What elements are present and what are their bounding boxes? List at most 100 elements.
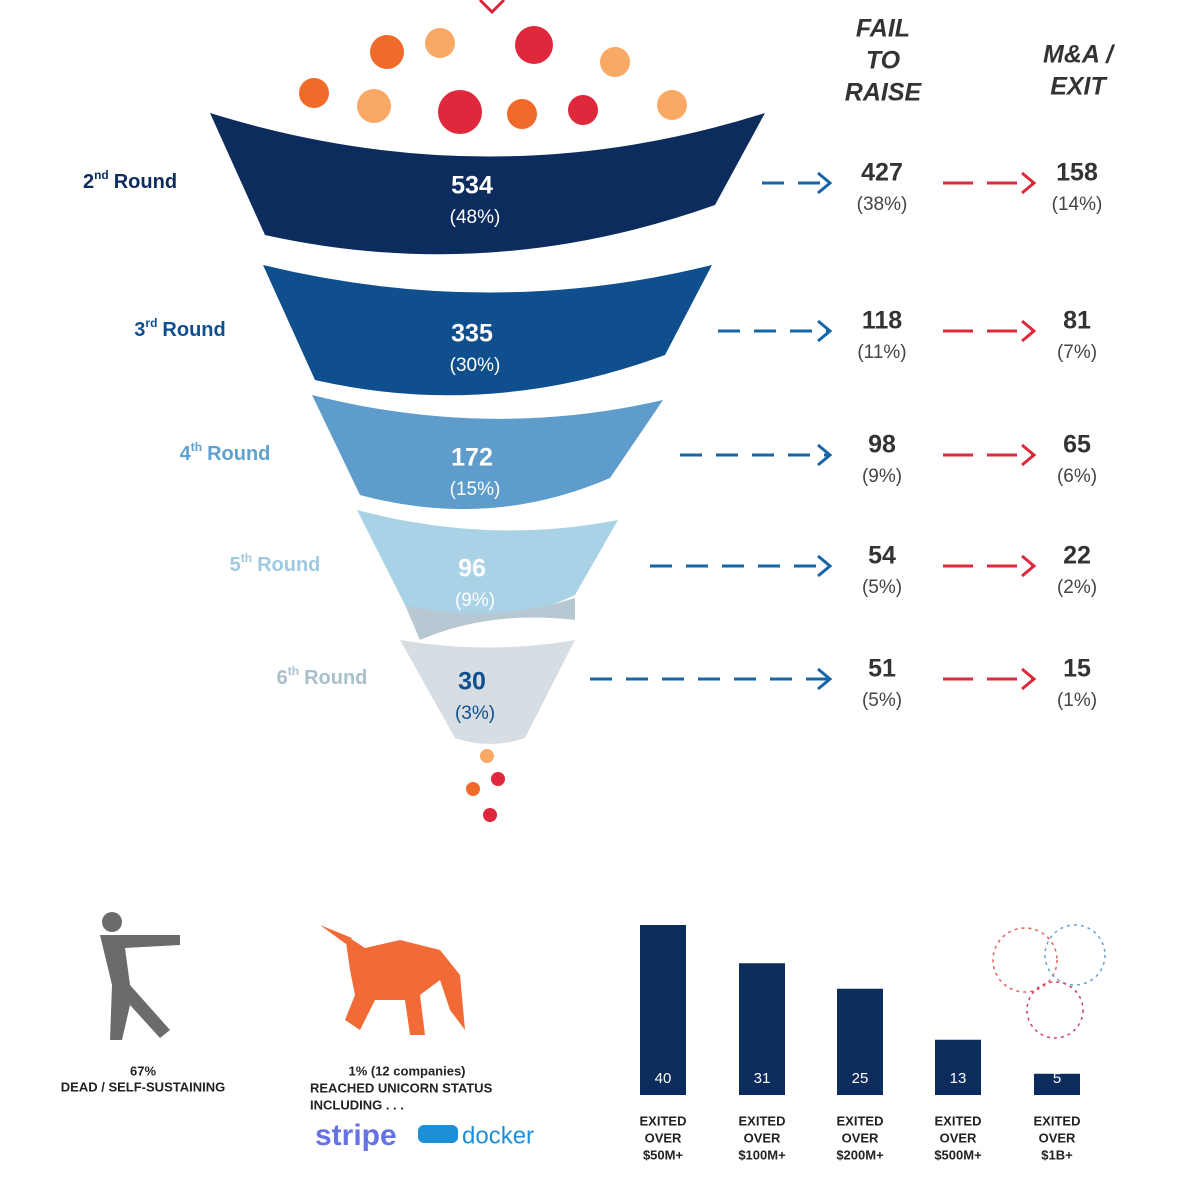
exit-share: (7%) [1057,342,1097,363]
bar-label: $100M+ [738,1147,786,1162]
bar-label: EXITED [640,1113,687,1128]
bar-label: OVER [842,1130,879,1145]
round-word: Round [257,554,320,576]
round-number: 3 [134,319,145,341]
fail-count: 51 [868,655,896,683]
bar-label: EXITED [837,1113,884,1128]
exit-arrowhead [1021,171,1037,195]
exit-bar [739,963,785,1095]
round-number: 6 [277,667,288,689]
fail-share: (5%) [862,690,902,711]
exit-share: (1%) [1057,690,1097,711]
dead-share: 67% [130,1063,156,1078]
exit-share: (6%) [1057,466,1097,487]
round-share: (48%) [450,207,501,228]
fail-arrowhead [817,443,833,467]
bar-value: 31 [754,1070,771,1087]
bar-value: 13 [950,1070,967,1087]
unicorn-text: REACHED UNICORN STATUS [310,1080,493,1095]
exit-count: 22 [1063,542,1091,570]
round-share: (3%) [455,703,495,724]
bar-value: 5 [1053,1070,1061,1087]
docker-logo: docker [462,1122,534,1149]
column-header: EXIT [1050,73,1108,101]
round-suffix: rd [145,316,157,330]
round-word: Round [114,171,177,193]
round-label: 4th Round [180,440,271,465]
round-word: Round [162,319,225,341]
exit-share: (2%) [1057,577,1097,598]
bar-label: OVER [744,1130,781,1145]
fail-count: 54 [868,542,896,570]
fail-count: 118 [862,307,902,335]
fail-share: (11%) [857,342,906,363]
round-number: 5 [230,554,241,576]
round-label: 5th Round [230,551,321,576]
round-suffix: th [288,664,299,678]
column-header: TO [866,47,901,75]
fail-count: 98 [868,431,896,459]
exit-arrowhead [1021,554,1037,578]
exit-count: 65 [1063,431,1091,459]
fail-share: (5%) [862,577,902,598]
exit-bar [935,1039,981,1095]
decoration [299,0,687,822]
bar-label: $1B+ [1041,1147,1073,1162]
bar-label: OVER [1039,1130,1076,1145]
round-count: 30 [458,668,486,696]
exit-share: (14%) [1052,194,1103,215]
fail-arrowhead [817,319,833,343]
bar-label: $500M+ [934,1147,982,1162]
bar-label: $50M+ [643,1147,684,1162]
docker-whale [418,1125,458,1143]
exit-arrowhead [1021,667,1037,691]
round-number: 2 [83,171,94,193]
round-share: (30%) [450,355,501,376]
round-label: 2nd Round [83,168,177,193]
column-header: RAISE [845,79,923,107]
bar-label: EXITED [1034,1113,1081,1128]
exit-bar [837,988,883,1095]
column-header: FAIL [856,15,910,43]
round-count: 96 [458,555,486,583]
exit-arrowhead [1021,319,1037,343]
bar-label: OVER [940,1130,977,1145]
round-count: 335 [451,320,493,348]
bar-label: EXITED [739,1113,786,1128]
round-suffix: th [191,440,202,454]
zombie-icon [100,912,180,1040]
unicorn-text: INCLUDING . . . [310,1097,404,1112]
bar-value: 40 [655,1070,672,1087]
fail-count: 427 [861,159,903,187]
stripe-logo: stripe [315,1119,397,1152]
exit-arrowhead [1021,443,1037,467]
round-share: (15%) [450,479,501,500]
round-suffix: nd [94,168,109,182]
bar-label: $200M+ [836,1147,884,1162]
exit-count: 81 [1063,307,1091,335]
column-header: M&A / [1043,41,1116,69]
fireworks [992,924,1106,1039]
exit-count: 15 [1063,655,1091,683]
bar-label: OVER [645,1130,682,1145]
exit-bar [640,925,686,1095]
dead-label: DEAD / SELF-SUSTAINING [61,1079,225,1094]
round-label: 6th Round [277,664,368,689]
fail-arrowhead [817,171,833,195]
unicorn-icon [320,925,465,1035]
fail-arrowhead [817,554,833,578]
fail-share: (38%) [857,194,908,215]
round-count: 534 [451,172,493,200]
unicorn-text: 1% (12 companies) [348,1063,465,1078]
round-count: 172 [451,444,493,472]
round-label: 3rd Round [134,316,225,341]
fail-arrowhead [817,667,833,691]
round-number: 4 [180,443,192,465]
round-share: (9%) [455,590,495,611]
bar-label: EXITED [935,1113,982,1128]
funnel [210,113,765,744]
exit-bar [1034,1073,1080,1095]
round-suffix: th [241,551,252,565]
round-word: Round [207,443,270,465]
